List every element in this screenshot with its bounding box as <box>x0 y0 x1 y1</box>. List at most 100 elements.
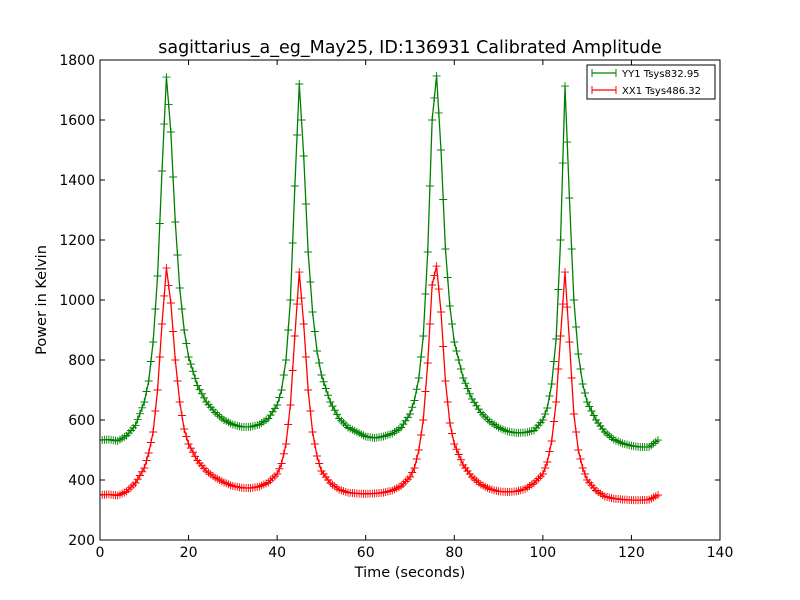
data-point-marker <box>328 480 337 489</box>
data-point-marker <box>439 342 448 351</box>
x-tick-label: 20 <box>180 545 198 561</box>
data-point-marker <box>512 487 521 496</box>
data-point-marker <box>220 416 228 424</box>
data-point-marker <box>211 408 220 417</box>
x-tick-label: 140 <box>707 545 734 561</box>
data-point-marker <box>140 464 149 472</box>
data-point-marker <box>487 419 496 427</box>
data-point-marker <box>328 402 337 411</box>
data-point-marker <box>499 425 507 434</box>
x-tick-label: 40 <box>268 545 286 561</box>
data-point-marker <box>412 455 421 463</box>
x-tick-label: 100 <box>529 545 556 561</box>
data-point-marker <box>135 471 144 480</box>
data-point-marker <box>487 485 496 494</box>
data-point-marker <box>525 482 534 490</box>
data-point-marker <box>483 483 492 492</box>
data-point-marker <box>443 398 452 406</box>
data-point-marker <box>173 251 182 259</box>
data-point-marker <box>213 410 222 419</box>
data-point-marker <box>177 305 186 313</box>
data-point-marker <box>651 437 660 446</box>
data-point-marker <box>618 439 627 448</box>
data-point-marker <box>177 411 186 420</box>
data-point-marker <box>226 419 235 428</box>
data-point-marker <box>572 428 581 436</box>
data-point-marker <box>113 491 122 500</box>
data-point-marker <box>445 302 454 310</box>
data-point-marker <box>166 128 175 136</box>
data-point-marker <box>441 245 450 253</box>
data-point-marker <box>324 391 333 400</box>
data-point-marker <box>332 410 341 419</box>
data-point-marker <box>220 478 228 487</box>
data-point-marker <box>421 290 430 298</box>
data-point-marker <box>605 493 614 502</box>
data-point-marker <box>605 431 614 440</box>
data-point-marker <box>275 464 284 473</box>
data-point-marker <box>485 417 494 426</box>
data-point-marker <box>456 365 465 373</box>
data-point-marker <box>226 481 235 490</box>
y-tick-label: 200 <box>68 533 95 549</box>
data-point-marker <box>552 398 561 406</box>
data-point-marker <box>149 338 158 346</box>
data-point-marker <box>412 385 421 394</box>
data-point-marker <box>319 377 328 386</box>
data-point-marker <box>308 428 317 436</box>
data-point-marker <box>406 410 414 418</box>
data-point-marker <box>514 486 523 495</box>
data-point-marker <box>235 422 244 431</box>
data-point-marker <box>330 482 339 491</box>
x-tick-label: 120 <box>618 545 645 561</box>
data-point-marker <box>611 436 620 445</box>
data-point-marker <box>310 440 319 448</box>
data-point-marker <box>381 431 390 440</box>
data-point-marker <box>565 194 574 202</box>
data-point-marker <box>516 486 525 495</box>
data-point-marker <box>576 365 585 373</box>
data-point-marker <box>273 401 282 409</box>
data-point-marker <box>124 485 133 494</box>
data-point-marker <box>379 432 388 441</box>
data-point-marker <box>603 493 612 502</box>
data-point-marker <box>268 407 277 416</box>
data-point-marker <box>270 472 279 481</box>
data-point-marker <box>439 195 448 204</box>
data-point-marker <box>574 446 583 454</box>
data-point-marker <box>215 476 224 484</box>
data-point-marker <box>572 323 581 331</box>
data-point-marker <box>563 303 572 312</box>
data-point-marker <box>558 159 567 168</box>
data-point-marker <box>352 428 361 436</box>
data-point-marker <box>162 263 171 272</box>
data-point-marker <box>437 146 445 154</box>
data-point-marker <box>149 428 158 436</box>
data-point-marker <box>118 489 127 498</box>
data-point-marker <box>131 479 140 487</box>
data-point-marker <box>600 492 609 501</box>
data-point-marker <box>392 484 401 493</box>
data-point-marker <box>547 437 556 445</box>
data-point-marker <box>146 438 155 447</box>
data-point-marker <box>432 71 441 80</box>
data-point-marker <box>574 350 583 358</box>
data-point-marker <box>419 332 428 340</box>
legend-entry-yy1: YY1 Tsys832.95 <box>591 69 700 80</box>
data-point-marker <box>600 428 609 436</box>
data-point-marker <box>357 430 366 439</box>
data-point-marker <box>337 486 346 495</box>
data-point-marker <box>390 485 399 494</box>
data-point-marker <box>115 435 124 444</box>
data-point-marker <box>299 152 308 160</box>
data-point-marker <box>417 353 426 361</box>
data-point-marker <box>264 478 273 487</box>
data-point-marker <box>406 473 414 481</box>
data-point-marker <box>567 374 576 382</box>
data-point-marker <box>472 476 481 485</box>
data-point-marker <box>614 437 623 446</box>
data-point-marker <box>222 479 231 488</box>
data-point-marker <box>547 380 556 388</box>
data-point-marker <box>379 488 388 497</box>
